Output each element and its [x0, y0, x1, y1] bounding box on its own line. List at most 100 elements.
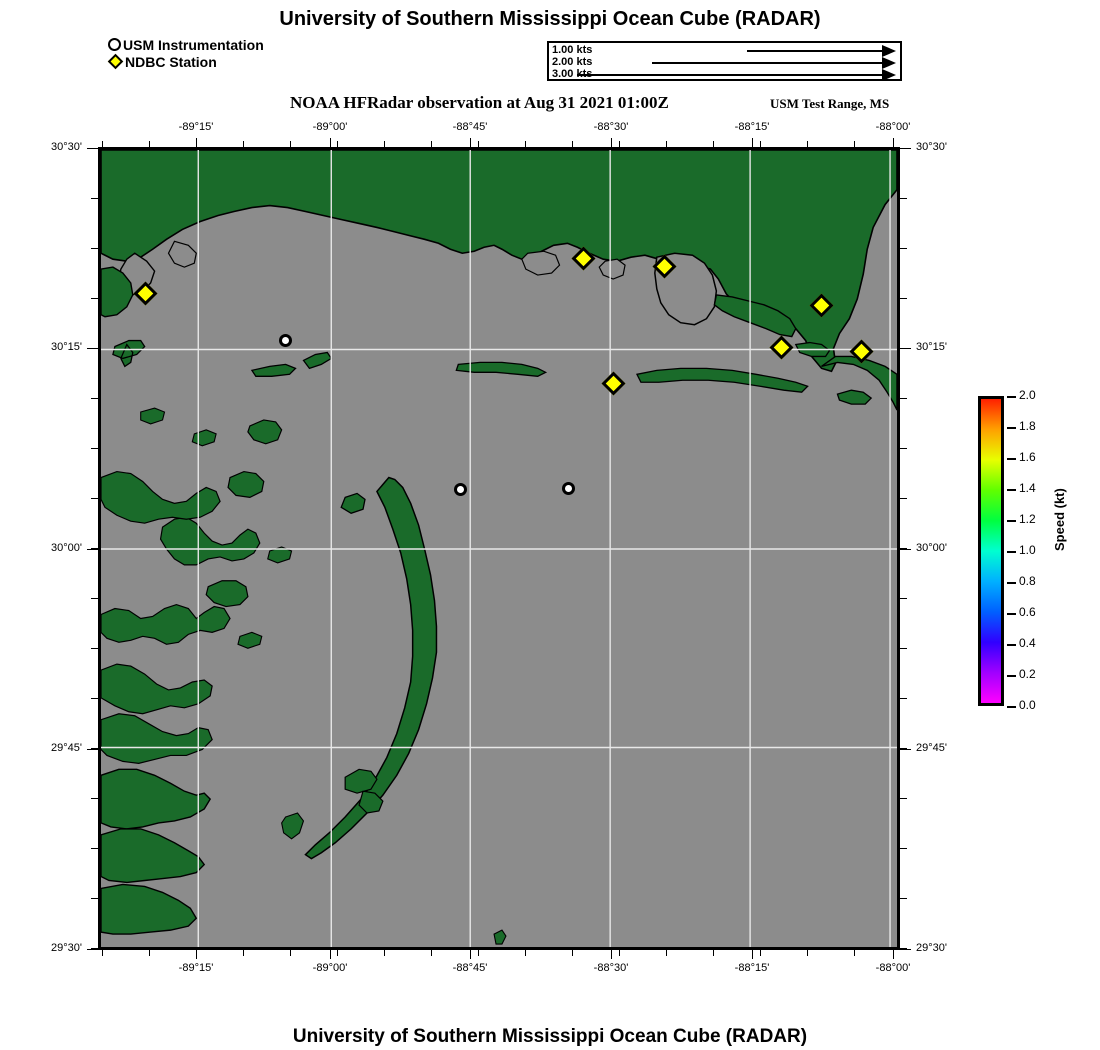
usm-instrumentation-marker[interactable]: [454, 483, 467, 496]
x-minor-tick: [572, 141, 573, 147]
x-major-tick: [330, 138, 331, 147]
x-major-tick: [752, 138, 753, 147]
y-axis-label: 30°00': [916, 542, 947, 554]
map-subtitle: NOAA HFRadar observation at Aug 31 2021 …: [290, 93, 669, 112]
map-gridlines: [101, 150, 897, 947]
colorbar-tick: [1007, 613, 1016, 615]
map-svg: [101, 150, 897, 947]
colorbar-tick: [1007, 582, 1016, 584]
map-canvas[interactable]: [98, 147, 900, 950]
dauphin-island: [636, 367, 809, 393]
usm-instrumentation-marker[interactable]: [562, 482, 575, 495]
usm-instrumentation-marker[interactable]: [279, 334, 292, 347]
symbol-legend: USM Instrumentation NDBC Station: [107, 36, 264, 70]
colorbar-tick-label: 1.4: [1019, 481, 1036, 495]
y-minor-tick: [900, 598, 907, 599]
x-axis-label: -88°15': [734, 962, 770, 974]
vector-scale-label-2: 2.00 kts: [552, 56, 593, 68]
x-minor-tick: [619, 950, 620, 956]
y-minor-tick: [900, 198, 907, 199]
y-minor-tick: [900, 948, 907, 949]
x-minor-tick: [807, 950, 808, 956]
colorbar-tick: [1007, 427, 1016, 429]
y-major-tick: [87, 549, 98, 550]
mainland-coast: [101, 150, 897, 373]
x-minor-tick: [243, 950, 244, 956]
y-major-tick: [87, 148, 98, 149]
x-minor-tick: [713, 950, 714, 956]
x-axis-label: -88°00': [875, 962, 911, 974]
islet-cluster: [281, 812, 305, 840]
x-minor-tick: [760, 141, 761, 147]
x-major-tick: [611, 950, 612, 959]
y-minor-tick: [900, 448, 907, 449]
y-axis-label: 29°30': [916, 942, 947, 954]
breton-islands: [344, 768, 384, 814]
ship-island: [250, 363, 297, 377]
y-axis-label: 30°15': [916, 341, 947, 353]
colorbar-tick: [1007, 675, 1016, 677]
y-axis-label: 29°30': [51, 942, 82, 954]
colorbar-tick-label: 1.0: [1019, 543, 1036, 557]
x-minor-tick: [760, 950, 761, 956]
x-axis-label: -88°45': [452, 121, 488, 133]
y-minor-tick: [91, 648, 98, 649]
y-minor-tick: [900, 898, 907, 899]
y-minor-tick: [900, 398, 907, 399]
bay-notch-4: [598, 258, 626, 280]
x-minor-tick: [713, 141, 714, 147]
y-minor-tick: [91, 448, 98, 449]
legend-label-ndbc: NDBC Station: [125, 53, 217, 70]
x-major-tick: [611, 138, 612, 147]
chandeleur-north: [340, 492, 366, 514]
y-minor-tick: [900, 298, 907, 299]
colorbar-tick: [1007, 644, 1016, 646]
x-minor-tick: [243, 141, 244, 147]
colorbar-tick-label: 1.8: [1019, 419, 1036, 433]
page-title: University of Southern Mississippi Ocean…: [279, 8, 821, 30]
legend-item-usm: USM Instrumentation: [108, 36, 264, 53]
legend-label-usm: USM Instrumentation: [123, 36, 264, 53]
y-minor-tick: [91, 948, 98, 949]
diamond-shape-icon: [107, 53, 124, 70]
x-axis-label: -88°15': [734, 121, 770, 133]
colorbar-tick-label: 0.2: [1019, 667, 1036, 681]
colorbar-tick-label: 0.8: [1019, 574, 1036, 588]
vector-scale-label-3: 3.00 kts: [552, 68, 593, 80]
horn-island: [455, 361, 548, 377]
vector-scale-row-2: 2.00 kts: [549, 56, 900, 69]
x-major-tick: [470, 138, 471, 147]
x-minor-tick: [431, 950, 432, 956]
x-minor-tick: [666, 950, 667, 956]
chandeleur-islands: [304, 476, 438, 860]
colorbar-tick-label: 1.6: [1019, 450, 1036, 464]
east-barrier-island: [836, 389, 873, 405]
colorbar-title: Speed (kt): [1052, 488, 1067, 551]
y-major-tick: [87, 749, 98, 750]
x-axis-label: -88°00': [875, 121, 911, 133]
vector-arrow-shaft-1: [747, 50, 882, 52]
y-minor-tick: [91, 698, 98, 699]
y-axis-label: 30°15': [51, 341, 82, 353]
y-minor-tick: [900, 848, 907, 849]
y-axis-label: 29°45': [916, 742, 947, 754]
y-major-tick: [900, 749, 911, 750]
colorbar-tick-label: 0.0: [1019, 698, 1036, 712]
x-minor-tick: [102, 141, 103, 147]
vector-arrow-head-1: [882, 45, 896, 57]
y-axis-label: 30°30': [51, 141, 82, 153]
speed-colorbar[interactable]: [978, 396, 1004, 706]
y-minor-tick: [900, 698, 907, 699]
vector-arrow-head-2: [882, 57, 896, 69]
vector-scale-legend: 1.00 kts 2.00 kts 3.00 kts: [547, 41, 902, 81]
y-major-tick: [87, 949, 98, 950]
vector-scale-row-1: 1.00 kts: [549, 44, 900, 57]
x-minor-tick: [807, 141, 808, 147]
colorbar-tick: [1007, 520, 1016, 522]
x-axis-label: -89°15': [178, 962, 214, 974]
cat-island: [112, 339, 146, 368]
x-axis-label: -89°00': [312, 121, 348, 133]
y-minor-tick: [91, 498, 98, 499]
y-major-tick: [900, 549, 911, 550]
x-major-tick: [470, 950, 471, 959]
